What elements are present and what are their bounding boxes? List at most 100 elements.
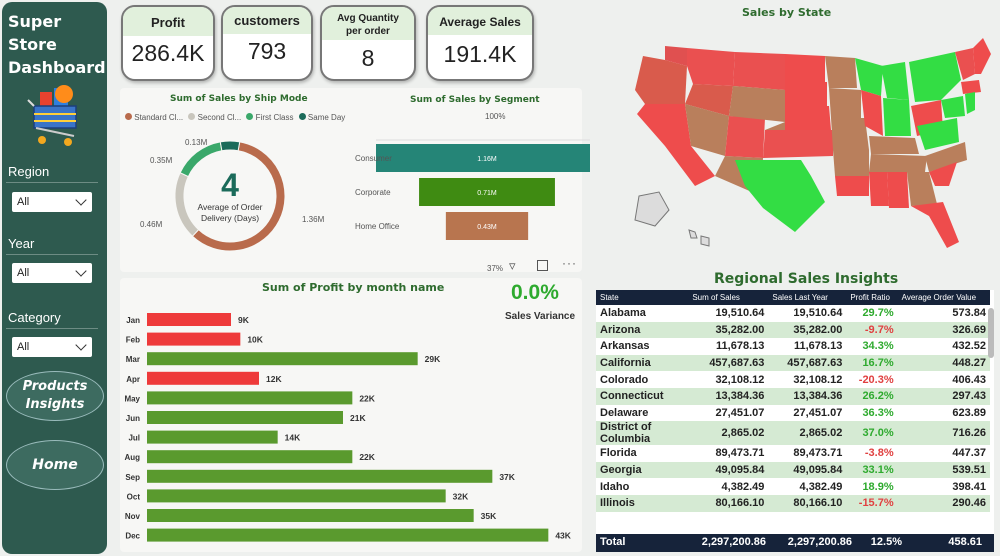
profit-by-month-chart: Jan 9K Feb 10K Mar 29K Apr 12K May 22K Jun 21K Jul 14… xyxy=(124,313,572,542)
table-cell-aov: 432.52 xyxy=(952,340,986,353)
table-cell-aov: 623.89 xyxy=(952,406,986,419)
profit-bar xyxy=(147,411,343,424)
table-cell-ratio: 16.7% xyxy=(846,354,898,372)
table-row[interactable]: District of Columbia 2,865.02 2,865.02 37.0%… xyxy=(596,421,990,446)
chevron-down-icon xyxy=(75,265,87,277)
profit-bar xyxy=(147,469,493,483)
table-scrollbar[interactable] xyxy=(988,308,994,358)
table-row[interactable]: Arizona 35,282.00 35,282.00 -9.7% 326.69 xyxy=(596,321,990,339)
column-header[interactable]: Profit Ratio xyxy=(846,290,898,305)
table-cell-ratio: -9.7% xyxy=(846,321,898,339)
table-cell-last: 80,166.10 xyxy=(768,494,847,512)
chevron-down-icon xyxy=(75,194,87,206)
column-header[interactable]: Average Order Value xyxy=(897,290,990,305)
month-label: Aug xyxy=(124,453,140,462)
region-label: Region xyxy=(8,164,50,179)
table-row[interactable]: Georgia 49,095.84 49,095.84 33.1% 539.51 xyxy=(596,461,990,479)
divider xyxy=(6,254,98,255)
profit-card: Profit 286.4K xyxy=(121,5,215,81)
profit-data-label: 12K xyxy=(266,374,282,384)
profit-bar xyxy=(147,489,446,503)
month-label: Jul xyxy=(128,434,140,443)
month-label: Dec xyxy=(125,532,140,541)
column-header[interactable]: Sum of Sales xyxy=(688,290,769,305)
profit-bar xyxy=(147,332,241,346)
segment-category-label: Home Office xyxy=(355,222,400,231)
regional-table-container: State Sum of Sales Sales Last Year Profi… xyxy=(596,290,994,552)
table-row[interactable]: Illinois 80,166.10 80,166.10 -15.7% 290.46 xyxy=(596,494,990,512)
donut-label: 0.35M xyxy=(150,156,173,165)
table-cell-state: Delaware xyxy=(600,406,649,419)
table-cell-sales: 4,382.49 xyxy=(721,480,765,493)
year-dropdown[interactable]: All xyxy=(12,263,92,283)
table-row[interactable]: Connecticut 13,384.36 13,384.36 26.2% 297.43 xyxy=(596,387,990,405)
table-cell-sales: 89,473.71 xyxy=(715,447,765,460)
segment-funnel-chart: Consumer 1.16M Corporate 0.71M Home Office 0.… xyxy=(355,139,590,240)
table-cell-ratio: 37.0% xyxy=(846,421,898,446)
month-label: Mar xyxy=(126,355,140,364)
table-row[interactable]: Florida 89,473.71 89,473.71 -3.8% 447.37 xyxy=(596,445,990,462)
segment-bar xyxy=(419,178,555,206)
table-cell-state: Connecticut xyxy=(596,387,689,405)
year-label: Year xyxy=(8,236,35,251)
profit-bar xyxy=(147,528,549,542)
sales-variance-label: Sales Variance xyxy=(505,311,576,322)
table-cell-ratio: 34.3% xyxy=(862,340,894,353)
table-cell-last: 49,095.84 xyxy=(768,461,847,479)
profit-bar xyxy=(147,430,278,444)
divider xyxy=(6,328,98,329)
donut-label: 1.36M xyxy=(302,215,325,224)
region-dropdown[interactable]: All xyxy=(12,192,92,212)
table-cell-last: 11,678.13 xyxy=(794,340,843,353)
filter-icon[interactable]: ▿ xyxy=(509,258,516,273)
ship-mode-legend: Standard Cl... Second Cl... First Class … xyxy=(125,113,345,122)
table-cell-aov: 716.26 xyxy=(897,421,990,446)
table-cell-sales: 32,108.12 xyxy=(715,373,765,386)
profit-bar xyxy=(147,313,231,326)
table-cell-sales: 457,687.63 xyxy=(688,354,769,372)
category-label: Category xyxy=(8,310,61,325)
month-label: Sep xyxy=(125,473,140,482)
table-cell-aov: 573.84 xyxy=(952,307,986,320)
table-cell-last: 2,865.02 xyxy=(768,421,847,446)
focus-mode-icon[interactable] xyxy=(537,260,548,271)
map-title: Sales by State xyxy=(742,6,832,19)
profit-month-title: Sum of Profit by month name xyxy=(262,281,445,294)
segment-category-label: Corporate xyxy=(355,188,391,197)
table-row[interactable]: Delaware 27,451.07 27,451.07 36.3% 623.89 xyxy=(596,405,990,422)
table-cell-last: 19,510.64 xyxy=(793,307,843,320)
profit-data-label: 32K xyxy=(453,491,469,501)
table-cell-ratio: -20.3% xyxy=(858,373,894,386)
table-header-row: State Sum of Sales Sales Last Year Profi… xyxy=(596,290,990,305)
table-row[interactable]: California 457,687.63 457,687.63 16.7% 448.2… xyxy=(596,354,990,372)
category-dropdown[interactable]: All xyxy=(12,337,92,357)
profit-data-label: 37K xyxy=(499,472,515,482)
profit-data-label: 14K xyxy=(285,433,301,443)
month-label: Jan xyxy=(126,316,140,325)
table-cell-sales: 11,678.13 xyxy=(716,340,765,353)
dashboard-title: Super Store Dashboard xyxy=(8,12,106,77)
more-options-icon[interactable]: ··· xyxy=(562,256,577,270)
table-row[interactable]: Alabama 19,510.64 19,510.64 29.7% 573.84 xyxy=(596,305,990,322)
chevron-down-icon xyxy=(75,339,87,351)
column-header[interactable]: State xyxy=(596,290,689,305)
table-row[interactable]: Arkansas 11,678.13 11,678.13 34.3% 432.52 xyxy=(596,338,990,355)
table-cell-sales: 2,865.02 xyxy=(688,421,769,446)
table-cell-ratio: 26.2% xyxy=(846,387,898,405)
table-cell-last: 457,687.63 xyxy=(768,354,847,372)
table-cell-ratio: -15.7% xyxy=(846,494,898,512)
table-cell-last: 89,473.71 xyxy=(793,447,843,460)
table-cell-last: 35,282.00 xyxy=(768,321,847,339)
month-label: Feb xyxy=(126,336,140,345)
table-cell-state: Arkansas xyxy=(600,340,650,353)
month-label: Nov xyxy=(125,512,141,521)
donut-slice xyxy=(219,140,241,152)
segment-data-label: 1.16M xyxy=(477,156,497,163)
table-row[interactable]: Colorado 32,108.12 32,108.12 -20.3% 406.43 xyxy=(596,371,990,388)
ship-mode-donut-chart xyxy=(174,140,286,252)
home-button[interactable]: Home xyxy=(6,440,104,490)
products-insights-button[interactable]: Products Insights xyxy=(6,371,104,421)
table-row[interactable]: Idaho 4,382.49 4,382.49 18.9% 398.41 xyxy=(596,478,990,495)
table-cell-ratio: 36.3% xyxy=(862,406,894,419)
column-header[interactable]: Sales Last Year xyxy=(768,290,847,305)
